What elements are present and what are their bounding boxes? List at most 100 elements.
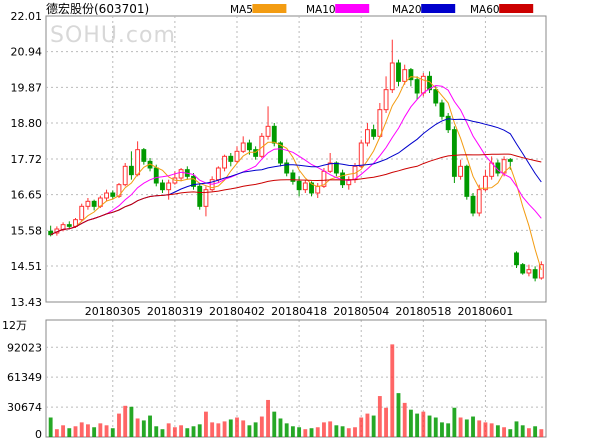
candle-down [141,149,147,162]
volume-tick-label: 92023 [7,341,42,354]
candle-down [520,264,526,274]
volume-bar [303,429,308,437]
candle-down [470,195,476,214]
price-panel: 22.01 20.94 19.87 18.80 17.72 16.65 15.58 14.51… [11,10,547,437]
volume-tick-label: 30674 [7,401,42,414]
candle-down [439,102,445,117]
candle-up [389,62,395,91]
volume-bar [110,428,115,437]
candle-down [278,142,283,164]
volume-bar [365,413,370,437]
volume-bar [483,422,488,437]
volume-bar [235,417,239,437]
legend-swatch-ma20 [421,4,456,13]
x-tick-label: 20180305 [85,305,141,318]
candle-down [110,192,116,197]
volume-bar [160,429,165,437]
candle-down [228,155,234,162]
volume-bar [315,427,320,437]
candle-down [284,162,290,174]
price-tick-label: 19.87 [11,81,43,94]
volume-bar [508,429,513,437]
volume-bar [92,427,97,437]
volume-bar [464,419,469,437]
volume-bar [228,419,233,437]
volume-bar [278,418,283,437]
volume-bar [489,423,494,437]
candle-up [265,125,271,137]
volume-panel: 12万 92023 61349 30674 0 [2,319,547,440]
volume-bar [259,416,264,437]
price-tick-label: 18.80 [11,117,43,130]
candle-up [383,89,389,111]
volume-bar [290,426,295,437]
volume-bar [61,425,66,437]
volume-bar [452,407,457,437]
legend-label-ma60: MA60 [470,4,500,16]
x-tick-label: 20180504 [333,305,389,318]
candle-down [253,149,259,157]
candle-up [358,142,364,167]
candle-down [433,89,439,104]
candle-down [371,129,377,137]
volume-bar [322,422,326,437]
volume-bar [197,424,202,437]
candle-down [445,115,451,131]
candle-up [526,269,532,274]
volume-bar [86,424,90,437]
volume-bar [520,425,525,437]
candle-up [327,162,333,172]
volume-bar [539,429,544,437]
candle-up [122,165,128,186]
legend-swatch-ma5 [252,4,287,13]
volume-bar [433,417,438,437]
volume-bar [471,416,475,437]
candle-up [135,149,141,176]
candle-up [240,142,246,152]
candle-down [290,172,296,182]
volume-bar [377,396,382,437]
legend-label-ma20: MA20 [392,4,422,16]
volume-bar [427,415,432,437]
candle-down [532,269,538,279]
volume-bar [502,427,506,437]
volume-bar [216,423,221,437]
legend-label-ma10: MA10 [306,4,336,16]
candle-up [538,264,544,279]
candle-up [365,129,370,144]
volume-bar [135,418,140,437]
volume-tick-label: 0 [35,428,42,440]
volume-bar [148,415,152,437]
candle-down [197,185,203,207]
volume-bar [117,413,121,437]
x-tick-label: 20180402 [209,305,265,318]
volume-bar [166,423,171,437]
candle-up [116,184,122,197]
candle-down [48,230,54,236]
candle-up [222,155,227,169]
volume-bar [54,429,59,437]
price-tick-label: 22.01 [11,10,43,23]
x-tick-label: 20180319 [147,305,203,318]
candle-down [464,165,470,197]
candle-up [483,175,488,191]
volume-bar [141,420,146,437]
volume-bar [533,426,538,437]
volume-bar [48,417,53,437]
volume-bar [353,427,357,437]
price-tick-label: 20.94 [11,46,43,59]
volume-bar [384,407,388,437]
candle-up [79,205,85,221]
candle-up [458,165,464,177]
price-tick-label: 13.43 [11,296,43,309]
volume-bar [346,428,351,437]
candle-down [333,162,339,174]
candle-down [408,69,414,81]
volume-bar [402,402,407,437]
volume-bar [458,417,463,437]
volume-bar [340,426,345,437]
volume-bar [266,399,270,437]
x-tick-label: 20180518 [395,305,451,318]
candle-down [191,175,196,187]
